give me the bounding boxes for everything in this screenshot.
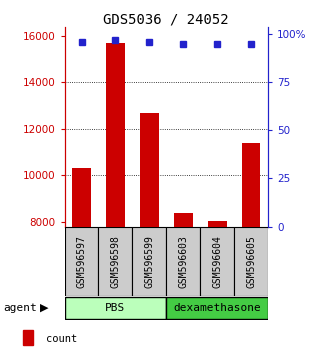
Bar — [200, 227, 234, 296]
Text: GSM596597: GSM596597 — [76, 235, 86, 287]
Bar — [99, 227, 132, 296]
Bar — [242, 143, 260, 227]
Text: GSM596599: GSM596599 — [144, 235, 154, 287]
Text: ▶: ▶ — [40, 303, 49, 313]
Text: GSM596598: GSM596598 — [111, 235, 120, 287]
Bar — [65, 227, 98, 296]
Bar — [23, 330, 33, 345]
Bar — [166, 227, 200, 296]
Bar — [65, 297, 166, 319]
Bar — [166, 297, 268, 319]
Bar — [208, 221, 226, 227]
Bar — [140, 113, 159, 227]
Text: GDS5036 / 24052: GDS5036 / 24052 — [103, 12, 228, 27]
Bar — [174, 213, 193, 227]
Text: dexamethasone: dexamethasone — [173, 303, 261, 313]
Text: PBS: PBS — [105, 303, 125, 313]
Bar — [106, 43, 125, 227]
Bar — [132, 227, 166, 296]
Bar — [234, 227, 268, 296]
Text: GSM596604: GSM596604 — [212, 235, 222, 287]
Text: agent: agent — [3, 303, 37, 313]
Text: GSM596603: GSM596603 — [178, 235, 188, 287]
Bar — [72, 169, 91, 227]
Text: count: count — [46, 333, 77, 344]
Text: GSM596605: GSM596605 — [246, 235, 256, 287]
